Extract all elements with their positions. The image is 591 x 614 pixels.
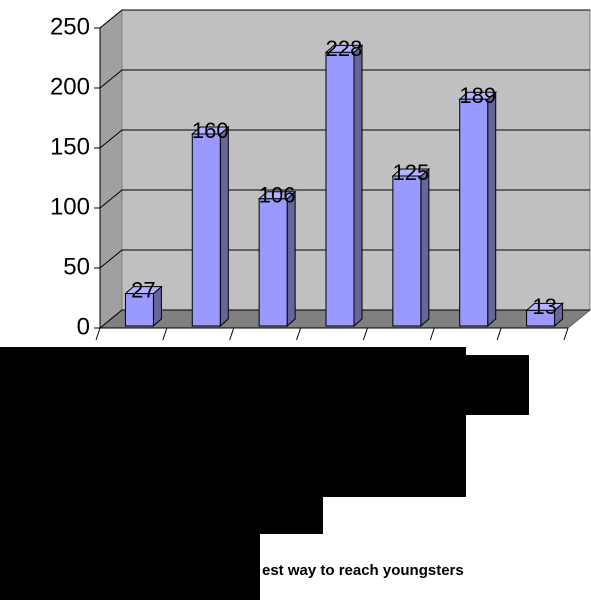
grid-line	[99, 249, 590, 269]
data-label: 160	[192, 118, 229, 143]
bar-side	[219, 125, 229, 328]
bar-front	[392, 175, 422, 327]
y-tick-label: 150	[50, 133, 90, 160]
bar-side	[353, 44, 363, 328]
bar	[525, 302, 564, 328]
bar	[458, 91, 498, 328]
data-label: 125	[392, 160, 429, 185]
bar-front	[526, 309, 556, 327]
x-tick	[362, 327, 368, 341]
bar	[324, 44, 364, 328]
bar-side	[487, 91, 497, 328]
grid	[99, 9, 590, 329]
bars: 27 160 106 228 125 189 13	[124, 36, 564, 328]
side-wall	[99, 8, 123, 330]
bar-front	[325, 51, 355, 327]
y-tick-label: 0	[77, 313, 90, 340]
y-tick-label: 100	[50, 193, 90, 220]
x-tick	[296, 327, 302, 341]
grid-line	[99, 189, 590, 209]
data-label: 106	[259, 183, 296, 208]
data-label: 27	[131, 277, 155, 302]
x-tick	[229, 327, 235, 341]
data-label: 13	[532, 294, 556, 319]
y-tick-label: 250	[50, 13, 90, 40]
y-tick-label: 50	[63, 253, 90, 280]
data-label: 228	[326, 36, 363, 61]
bar-side	[420, 167, 430, 328]
x-tick	[496, 327, 502, 341]
grid-line	[99, 129, 590, 149]
grid-line	[99, 9, 590, 29]
bar-front	[258, 198, 288, 327]
x-tick	[563, 327, 569, 341]
bar	[124, 285, 163, 328]
bar	[190, 125, 230, 328]
bar-front	[124, 293, 154, 327]
x-tick	[162, 327, 168, 341]
redaction	[466, 355, 529, 415]
grid-line	[99, 69, 590, 89]
redaction	[323, 347, 466, 497]
y-tick-label: 200	[50, 73, 90, 100]
bar-front	[191, 133, 221, 327]
redaction	[0, 534, 260, 600]
bar	[257, 190, 297, 328]
bar	[391, 167, 431, 328]
bar-front	[459, 98, 489, 327]
x-tick	[95, 327, 101, 341]
grid-line	[99, 309, 590, 329]
redaction	[0, 347, 323, 534]
chart-title: est way to reach youngsters	[262, 562, 464, 579]
x-tick	[429, 327, 435, 341]
bar-side	[286, 190, 296, 328]
data-label: 189	[459, 83, 496, 108]
